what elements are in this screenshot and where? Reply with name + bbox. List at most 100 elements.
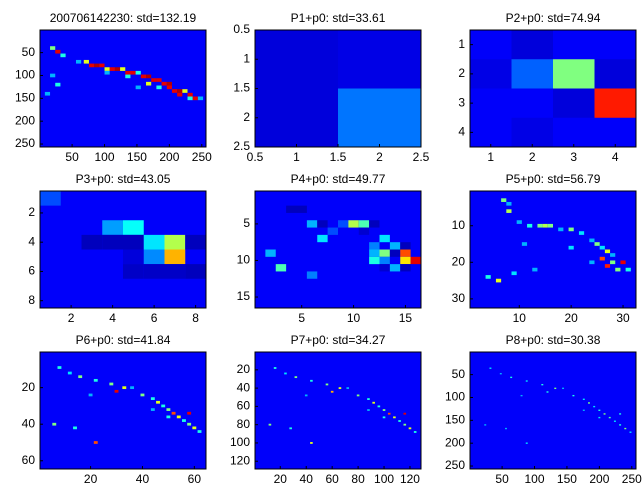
heatmap-cell [123, 234, 144, 250]
heatmap-cell [171, 89, 178, 93]
heatmap-cell [273, 367, 277, 369]
heatmap-cell [310, 442, 313, 444]
x-tick-label: 2 [68, 311, 75, 325]
heatmap-cell [156, 85, 162, 90]
heatmap-cell [176, 415, 181, 419]
heatmap-cell [135, 85, 141, 90]
x-tick-label: 150 [557, 472, 577, 485]
heatmap-cell [558, 227, 564, 232]
axes-box [469, 190, 637, 309]
heatmap-cell [568, 227, 574, 232]
heatmap-cell [398, 420, 401, 422]
panel-title: P5+p0: std=56.79 [506, 172, 601, 186]
heatmap-cell [294, 376, 298, 379]
heatmap-cell [197, 430, 202, 433]
heatmap-cell [356, 394, 360, 397]
heatmap-cell [123, 264, 144, 279]
heatmap-cell [594, 242, 600, 246]
heatmap-cell [306, 220, 318, 228]
heatmap-cell [553, 88, 595, 118]
y-tick-label: 150 [445, 412, 465, 426]
panel-title: P4+p0: std=49.77 [291, 172, 386, 186]
heatmap-cell [83, 59, 89, 64]
heatmap-cell [525, 442, 528, 444]
heatmap-cell [593, 405, 596, 408]
heatmap-cell [166, 415, 171, 419]
heatmap-cell [516, 220, 522, 224]
x-tick-label: 100 [525, 472, 545, 485]
heatmap-cell [330, 390, 334, 393]
heatmap-cell [610, 253, 616, 257]
heatmap-cell [55, 82, 61, 87]
y-tick-label: 8 [28, 293, 35, 307]
heatmap-cell [525, 380, 528, 382]
heatmap-cell [146, 81, 152, 86]
axes-box [39, 190, 207, 309]
heatmap-cell [608, 416, 611, 419]
heatmap-cell [410, 256, 421, 265]
heatmap-cell [57, 366, 62, 369]
heatmap-cell [325, 383, 329, 386]
heatmap-cell [99, 63, 105, 68]
y-tick-label: 4 [458, 125, 465, 139]
heatmap-cell [367, 409, 370, 411]
axes-box [254, 351, 422, 470]
heatmap-cell [379, 249, 390, 257]
heatmap-cell [615, 267, 621, 272]
heatmap-cell [150, 397, 155, 400]
panel-title: P6+p0: std=41.84 [76, 333, 171, 347]
heatmap-cell [511, 30, 553, 60]
y-tick-label: 40 [22, 416, 36, 430]
heatmap-cell [255, 88, 338, 147]
y-tick-label: 15 [237, 289, 251, 303]
heatmap-cell [161, 404, 166, 408]
heatmap-cell [40, 191, 61, 206]
heatmap-cell [369, 220, 380, 228]
heatmap-cell [143, 234, 165, 250]
heatmap-cell [369, 256, 380, 265]
heatmap-cell [541, 383, 544, 386]
y-tick-label: 200 [445, 435, 465, 449]
heatmap-cell [166, 408, 171, 411]
x-tick-label: 50 [495, 472, 509, 485]
heatmap-cell [625, 267, 631, 272]
heatmap-cell [187, 92, 193, 97]
heatmap-cell [511, 59, 553, 89]
heatmap-cell [599, 256, 605, 261]
x-tick-label: 250 [622, 472, 642, 485]
x-tick-label: 120 [400, 472, 420, 485]
heatmap-cell [505, 427, 507, 430]
heatmap-cell [192, 96, 198, 101]
x-tick-label: 60 [325, 472, 339, 485]
heatmap-cell [520, 394, 523, 397]
heatmap-cell [403, 423, 407, 426]
heatmap-cell [327, 227, 338, 235]
heatmap-cell [102, 220, 123, 235]
y-tick-label: 1 [243, 51, 250, 65]
heatmap-cell [192, 426, 197, 430]
heatmap-cell [589, 260, 595, 265]
heatmap-cell [140, 393, 145, 397]
heatmap-background [255, 352, 421, 469]
heatmap-cell [125, 70, 131, 75]
y-tick-label: 250 [15, 136, 35, 150]
heatmap-cell [296, 205, 307, 213]
heatmap-cell [104, 70, 110, 75]
heatmap-cell [629, 431, 632, 433]
heatmap-cell [93, 441, 98, 444]
panel-title: P2+p0: std=74.94 [506, 11, 601, 25]
x-tick-label: 250 [192, 150, 212, 164]
heatmap-cell [588, 402, 590, 404]
y-tick-label: 3 [458, 95, 465, 109]
heatmap-cell [594, 59, 636, 89]
heatmap-cell [379, 264, 390, 272]
x-tick-label: 30 [616, 311, 630, 325]
heatmap-cell [377, 405, 381, 408]
y-tick-label: 60 [22, 453, 36, 467]
heatmap-cell [553, 59, 595, 89]
heatmap-cell [484, 424, 487, 426]
y-tick-label: 1.5 [233, 81, 250, 95]
heatmap-cell [130, 386, 135, 390]
heatmap-cell [619, 424, 622, 426]
heatmap-cell [177, 92, 183, 97]
